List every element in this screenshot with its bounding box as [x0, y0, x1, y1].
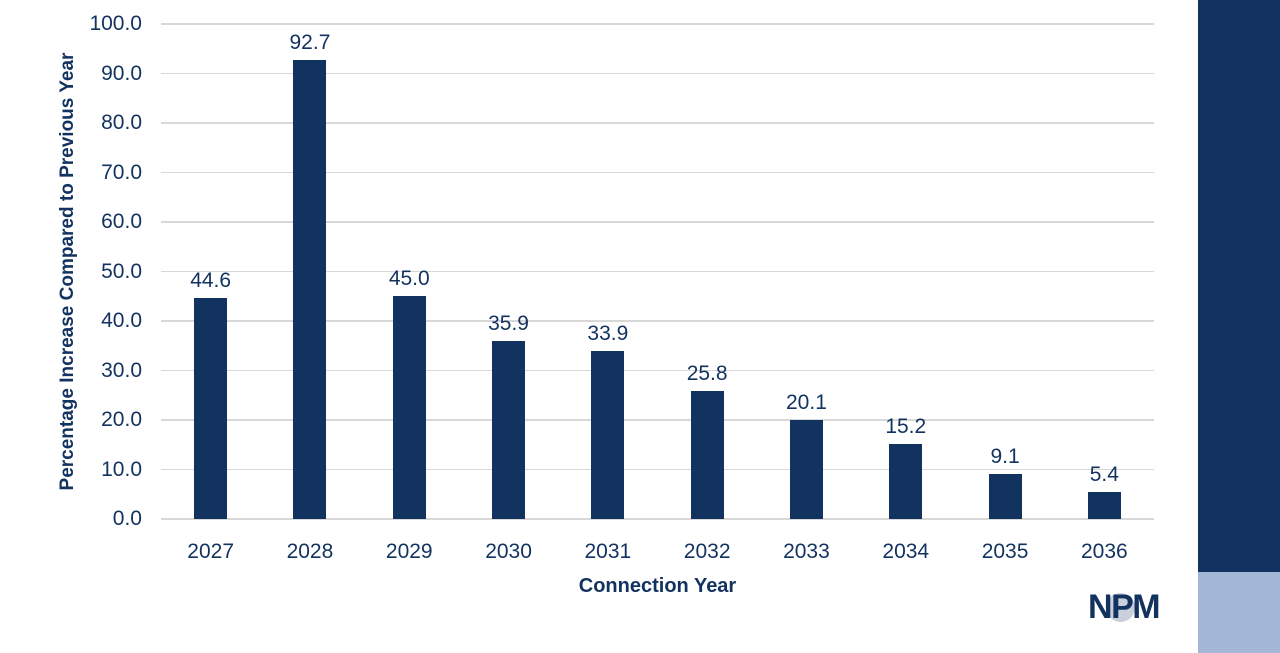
- bar-value-label-2034: 15.2: [885, 414, 927, 438]
- gridline: [161, 171, 1154, 174]
- bar-2028: [293, 60, 327, 519]
- bar-value-label-2033: 20.1: [786, 390, 827, 414]
- right-band-lightblue: [1198, 572, 1280, 653]
- bar-2035: [988, 473, 1022, 519]
- bar-value-label-2035: 9.1: [990, 444, 1020, 468]
- logo-letter-n: N: [1088, 588, 1113, 626]
- bar-2034: [889, 443, 923, 519]
- bar-value-label-2031: 33.9: [587, 322, 629, 346]
- plot-area: 44.6 92.7 45.0 35.9 33.9 25.8 20.1 15.2 9.1 5.4: [161, 23, 1154, 520]
- bar-2030: [492, 341, 526, 519]
- y-tick-label: 0.0: [112, 507, 142, 530]
- gridline: [161, 270, 1154, 273]
- x-tick-label-2035: 2035: [981, 540, 1029, 563]
- x-tick-label-2031: 2031: [584, 540, 632, 563]
- y-tick-label: 10.0: [101, 457, 142, 481]
- y-tick-label: 60.0: [101, 210, 142, 233]
- y-tick-label: 30.0: [101, 358, 142, 382]
- y-tick-label: 90.0: [101, 61, 142, 85]
- x-tick-label-2028: 2028: [286, 540, 334, 563]
- right-band-navy: [1198, 0, 1280, 572]
- gridline: [161, 468, 1154, 471]
- bar-value-label-2032: 25.8: [686, 362, 728, 386]
- y-axis-tick-labels: 0.0 10.0 20.0 30.0 40.0 50.0 60.0 70.0 80.0 90.0 1…: [0, 12, 142, 530]
- y-tick-label: 100.0: [89, 12, 142, 35]
- bar-value-label-2030: 35.9: [488, 312, 529, 336]
- y-tick-label: 50.0: [101, 259, 142, 283]
- bar-value-label-2028: 92.7: [289, 31, 331, 55]
- x-tick-label-2036: 2036: [1080, 540, 1128, 563]
- gridline: [161, 23, 1154, 25]
- x-tick-label-2027: 2027: [187, 540, 235, 563]
- y-tick-label: 20.0: [101, 408, 142, 431]
- gridline: [161, 419, 1154, 421]
- gridline: [161, 72, 1154, 75]
- bar-value-label-2029: 45.0: [388, 267, 430, 291]
- gridline: [161, 221, 1154, 223]
- x-tick-label-2033: 2033: [783, 540, 830, 563]
- x-axis-tick-labels: 2027 2028 2029 2030 2031 2032 2033 2034 2035 2036: [161, 539, 1154, 565]
- x-axis-title: Connection Year: [578, 575, 737, 597]
- bar-2032: [690, 391, 724, 519]
- bar-2027: [194, 298, 228, 519]
- x-tick-label-2034: 2034: [882, 540, 930, 563]
- bar-2033: [789, 419, 823, 519]
- logo-circle-icon: [1106, 593, 1135, 622]
- gridline: [161, 122, 1154, 124]
- gridline: [161, 320, 1154, 322]
- x-tick-label-2029: 2029: [385, 540, 433, 563]
- bar-2031: [591, 351, 625, 519]
- logo-letter-p: P: [1111, 588, 1134, 626]
- gridline: [161, 518, 1154, 520]
- logo-letter-m: M: [1132, 588, 1160, 626]
- x-tick-label-2030: 2030: [485, 540, 532, 563]
- y-tick-label: 40.0: [101, 309, 142, 332]
- bar-value-label-2036: 5.4: [1089, 463, 1119, 487]
- bar-2036: [1087, 492, 1121, 519]
- x-tick-label-2032: 2032: [683, 540, 731, 563]
- bar-value-label-2027: 44.6: [190, 269, 232, 293]
- y-tick-label: 80.0: [101, 111, 142, 134]
- bar-2029: [392, 296, 426, 519]
- npm-logo: N P M: [1088, 588, 1161, 626]
- gridline: [161, 369, 1154, 372]
- y-tick-label: 70.0: [101, 160, 142, 184]
